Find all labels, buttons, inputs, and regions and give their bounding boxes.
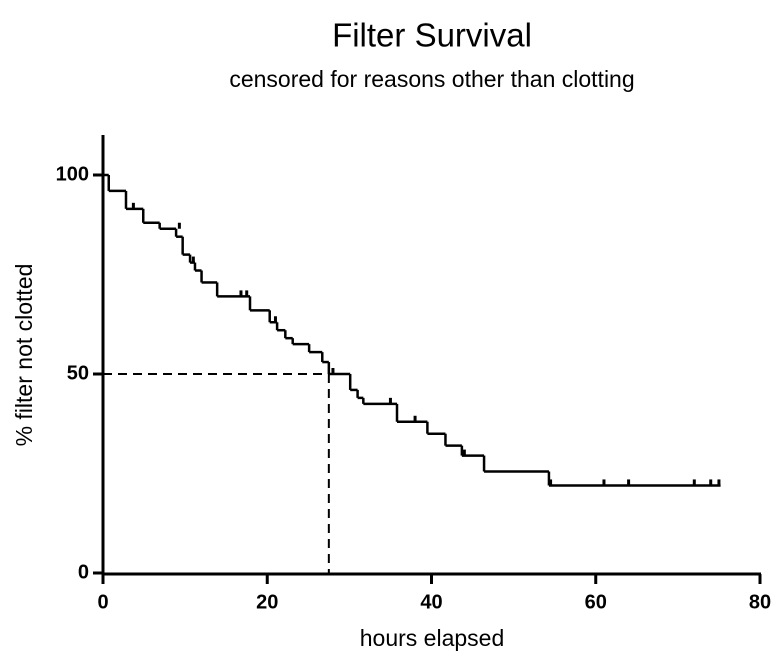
y-tick-label: 100: [56, 163, 89, 185]
chart-title: Filter Survival: [332, 17, 532, 54]
x-tick-label: 20: [256, 591, 278, 613]
x-tick-label: 60: [585, 591, 607, 613]
x-axis-label: hours elapsed: [360, 625, 505, 651]
y-axis-label: % filter not clotted: [11, 264, 37, 447]
x-tick-label: 80: [749, 591, 771, 613]
x-tick-label: 40: [420, 591, 442, 613]
y-tick-label: 0: [78, 561, 89, 583]
y-tick-label: 50: [67, 362, 89, 384]
x-tick-label: 0: [97, 591, 108, 613]
chart-subtitle: censored for reasons other than clotting: [229, 66, 634, 92]
